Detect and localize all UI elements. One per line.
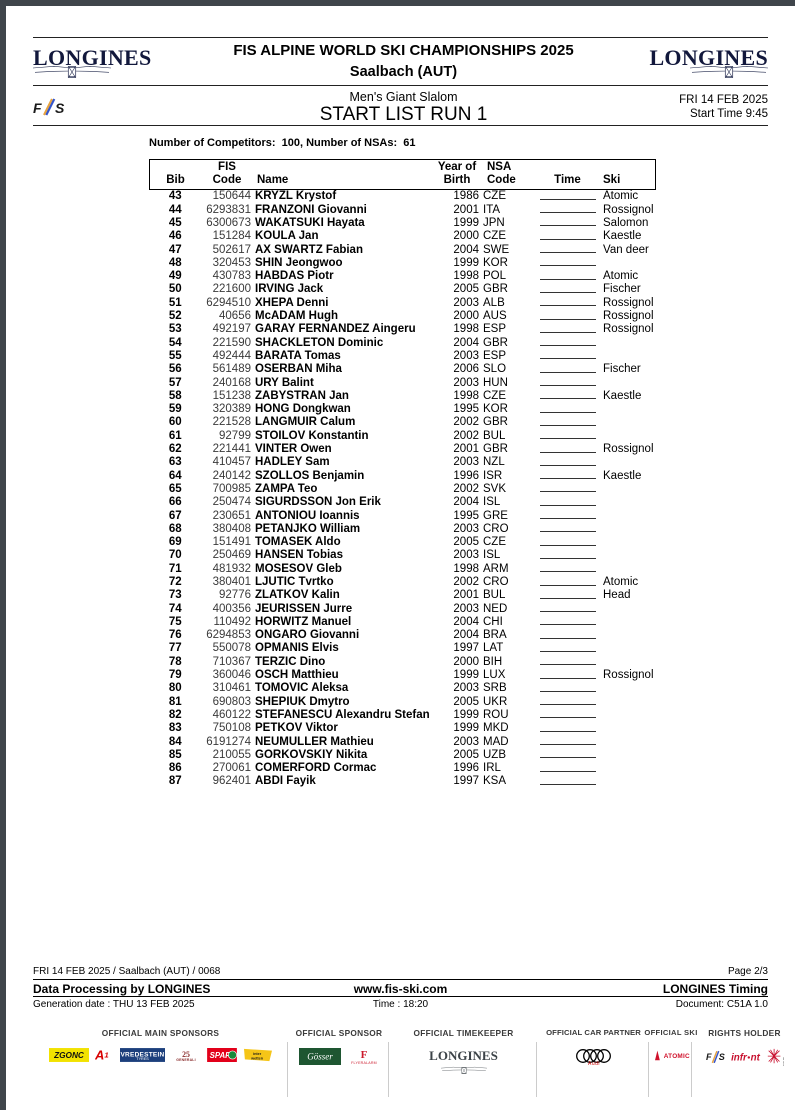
svg-text:S: S xyxy=(55,100,65,116)
svg-text:infr: infr xyxy=(731,1052,748,1063)
svg-text:SPAR: SPAR xyxy=(209,1051,231,1060)
svg-text:Gösser: Gösser xyxy=(307,1052,333,1062)
svg-text:ATOMIC: ATOMIC xyxy=(664,1053,690,1060)
svg-text:A1: A1 xyxy=(95,1048,109,1062)
svg-text:F: F xyxy=(706,1052,712,1062)
svg-text:ZGONC: ZGONC xyxy=(53,1051,85,1060)
svg-text:ski Austria: ski Austria xyxy=(782,1057,784,1066)
svg-text:F: F xyxy=(33,100,42,116)
svg-text:S: S xyxy=(718,1052,724,1062)
svg-text:GENERALI: GENERALI xyxy=(176,1058,195,1062)
svg-text:TYRES: TYRES xyxy=(136,1057,149,1061)
svg-text:FLYERALARM: FLYERALARM xyxy=(351,1061,377,1065)
svg-text:wetten: wetten xyxy=(250,1056,264,1060)
svg-text:nt: nt xyxy=(750,1052,760,1063)
svg-text:F: F xyxy=(361,1049,368,1061)
svg-text:inter: inter xyxy=(253,1052,262,1056)
svg-text:Audi: Audi xyxy=(587,1061,599,1066)
